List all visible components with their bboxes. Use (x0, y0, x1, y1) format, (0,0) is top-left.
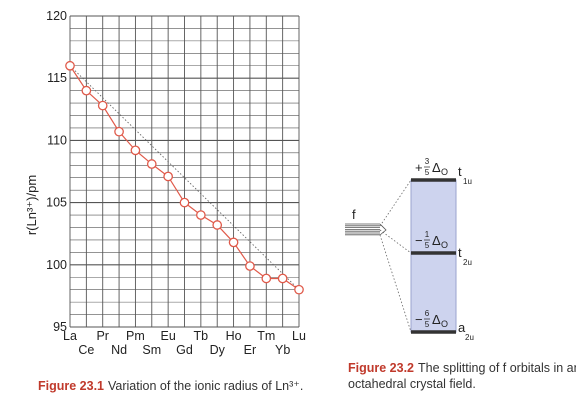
t2u-delta-sub: O (441, 240, 448, 250)
x-category-label: Er (244, 343, 257, 357)
data-point (163, 171, 173, 182)
x-category-label: Gd (176, 343, 193, 357)
y-tick-labels: 95 100 105 110 115 120 (46, 9, 67, 334)
data-point (245, 261, 255, 271)
data-point (130, 145, 141, 156)
data-point (81, 85, 92, 96)
f-label: f (352, 207, 356, 222)
level-t1u: + 3 5 Δ O t 1u (411, 157, 472, 186)
x-category-label: Ho (226, 329, 242, 343)
caption-fig2-line1: The splitting of f orbitals in an (418, 361, 576, 375)
data-point (294, 284, 304, 295)
x-category-label: Nd (111, 343, 127, 357)
caption-fig2-number: Figure 23.2 (348, 361, 414, 375)
caption-fig2: Figure 23.2 The splitting of f orbitals i… (348, 361, 576, 391)
x-category-label: Pm (126, 329, 145, 343)
a2u-term-sub: 2u (465, 333, 474, 342)
trend-line (69, 65, 300, 291)
caption-fig1-text: Variation of the ionic radius of Ln³⁺. (108, 379, 303, 393)
a2u-delta-sub: O (441, 319, 448, 329)
x-category-label: Dy (210, 343, 226, 357)
a2u-delta: Δ (432, 312, 441, 327)
data-point (97, 100, 108, 111)
t1u-sign: + (415, 160, 423, 175)
x-category-label: Tb (194, 329, 209, 343)
caption-fig1: Figure 23.1 Variation of the ionic radius… (38, 379, 303, 393)
t2u-sign: − (415, 233, 423, 248)
data-point (179, 197, 190, 208)
ionic-radius-chart: 95 100 105 110 115 120 LaCePrNdPmSmEuGdTbDyHo… (24, 9, 306, 357)
data-point (261, 273, 272, 284)
y-axis-label: r(Ln³⁺)/pm (24, 175, 39, 235)
data-point (114, 126, 124, 137)
x-category-label: Ce (78, 343, 94, 357)
data-point (65, 60, 75, 71)
crystal-field-band (410, 179, 457, 333)
a2u-num: 6 (425, 309, 430, 318)
t2u-delta: Δ (432, 233, 441, 248)
y-tick-label: 100 (46, 258, 67, 272)
level-t2u: − 1 5 Δ O t 2u (411, 230, 472, 267)
data-point (146, 159, 157, 169)
data-markers (65, 60, 304, 295)
y-tick-label: 115 (47, 71, 67, 85)
y-tick-label: 105 (46, 196, 67, 210)
x-category-label: Tm (257, 329, 275, 343)
t1u-term-sub: 1u (463, 177, 472, 186)
t2u-den: 5 (425, 241, 430, 250)
splitting-diagram: f + 3 5 Δ O t 1u − 1 5 Δ O t (345, 157, 474, 342)
a2u-den: 5 (425, 320, 430, 329)
x-category-label: Yb (275, 343, 290, 357)
caption-fig2-line2: octahedral crystal field. (348, 377, 476, 391)
t2u-term-sub: 2u (463, 258, 472, 267)
t2u-term: t (458, 245, 462, 260)
x-category-label: Eu (160, 329, 175, 343)
x-category-label: Pr (96, 329, 109, 343)
x-category-label: Sm (142, 343, 161, 357)
caption-fig1-number: Figure 23.1 (38, 379, 104, 393)
t1u-delta-sub: O (441, 167, 448, 177)
f-bundle-tip (379, 223, 387, 236)
t1u-num: 3 (425, 157, 430, 166)
data-point (277, 273, 288, 284)
data-point (228, 237, 239, 248)
f-orbital-bundle (345, 223, 387, 236)
t2u-num: 1 (425, 230, 430, 239)
x-category-label: La (63, 329, 77, 343)
data-point (212, 220, 223, 230)
x-category-label: Lu (292, 329, 306, 343)
correlation-lines (379, 179, 412, 333)
a2u-sign: − (415, 312, 423, 327)
t1u-delta: Δ (432, 160, 441, 175)
t1u-den: 5 (425, 168, 430, 177)
a2u-term: a (458, 320, 466, 335)
y-tick-label: 110 (47, 133, 67, 147)
t1u-term: t (458, 164, 462, 179)
level-a2u: − 6 5 Δ O a 2u (411, 309, 474, 342)
y-tick-label: 120 (46, 9, 67, 23)
data-point (196, 210, 206, 220)
y-tick-label: 95 (53, 320, 67, 334)
